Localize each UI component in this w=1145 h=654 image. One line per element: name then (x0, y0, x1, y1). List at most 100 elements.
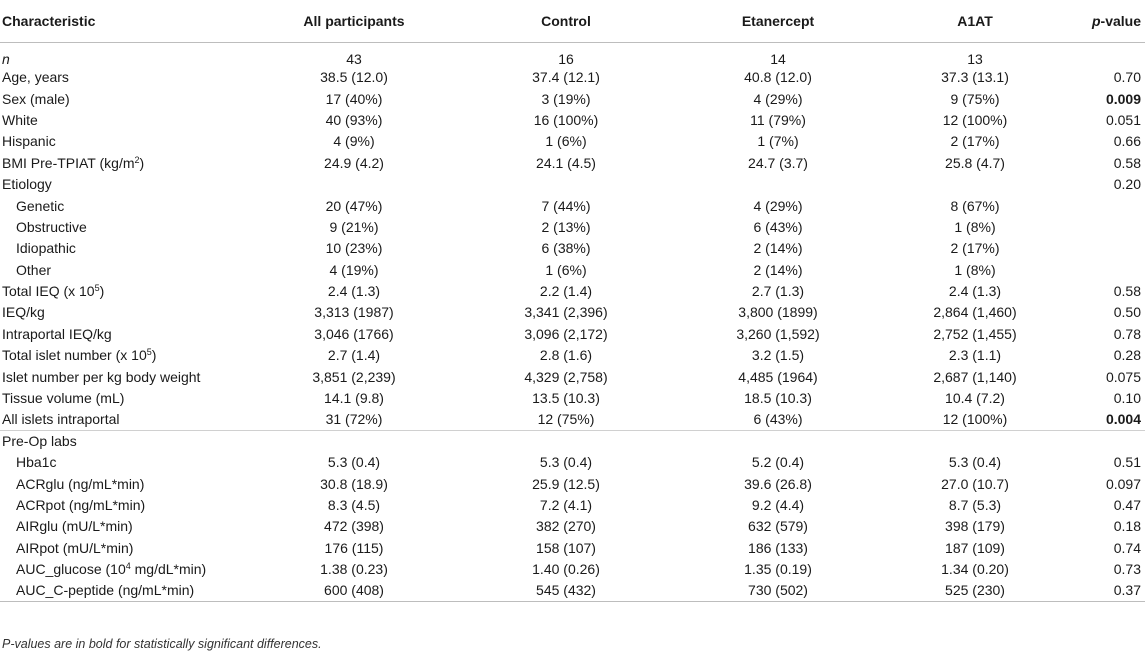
cell-all: 2.7 (1.4) (327, 347, 381, 364)
cell-all: 4 (19%) (329, 261, 379, 278)
cell-pvalue (1066, 259, 1145, 280)
cell-pvalue-significant: 0.009 (1105, 90, 1141, 107)
cell-a1at: 525 (230) (884, 579, 1066, 602)
table-row-other: Other 4 (19%) 1 (6%) 2 (14%) 1 (8%) (0, 259, 1145, 280)
cell-all: 5.3 (0.4) (327, 454, 381, 471)
label-superscript: 5 (146, 347, 152, 358)
cell-control: 158 (107) (536, 539, 596, 556)
cell-etanercept: 3,260 (1,592) (736, 325, 820, 342)
cell-a1at: 8 (67%) (950, 197, 1000, 214)
cell-all: 14.1 (9.8) (324, 390, 384, 407)
cell-a1at: 12 (100%) (942, 411, 1008, 428)
cell-etanercept: 18.5 (10.3) (744, 390, 812, 407)
cell-control: 5.3 (0.4) (539, 454, 593, 471)
cell-control: 1 (6%) (545, 261, 587, 278)
table-row-acrglu: ACRglu (ng/mL*min) 30.8 (18.9) 25.9 (12.… (0, 473, 1145, 494)
cell-control: 25.9 (12.5) (532, 475, 600, 492)
cell-all: 1.38 (0.23) (320, 561, 388, 578)
cell-control: 6 (38%) (541, 240, 591, 257)
table-row-tissue-volume: Tissue volume (mL) 14.1 (9.8) 13.5 (10.3… (0, 387, 1145, 408)
cell-pvalue-significant: 0.004 (1105, 411, 1141, 428)
cell-pvalue: 0.51 (1113, 454, 1141, 471)
cell-etanercept: 11 (79%) (750, 111, 806, 128)
cell-all: 31 (72%) (325, 411, 383, 428)
cell-a1at (884, 429, 1066, 452)
cell-control: 545 (432) (460, 579, 672, 602)
cell-a1at (884, 173, 1066, 194)
cell-a1at: 2.4 (1.3) (948, 283, 1002, 300)
cell-etanercept: 4 (29%) (753, 90, 803, 107)
cell-control: 7 (44%) (541, 197, 591, 214)
pvalue-rest: -value (1100, 12, 1141, 29)
row-label: Sex (male) (2, 90, 70, 107)
cell-all (248, 173, 460, 194)
cell-control: 1.40 (0.26) (532, 561, 600, 578)
cell-a1at: 5.3 (0.4) (948, 454, 1002, 471)
cell-all: 9 (21%) (329, 218, 379, 235)
pvalue-p: p (1091, 12, 1101, 29)
cell-etanercept: 40.8 (12.0) (744, 69, 812, 86)
cell-all: 40 (93%) (325, 111, 383, 128)
table-row-islet-per-kg: Islet number per kg body weight 3,851 (2… (0, 366, 1145, 387)
table-row-islet-number: Total islet number (x 105) 2.7 (1.4) 2.8… (0, 345, 1145, 366)
cell-a1at: 1 (8%) (954, 261, 996, 278)
header-row: Characteristic All participants Control … (0, 0, 1145, 43)
cell-a1at: 187 (109) (945, 539, 1005, 556)
cell-all (248, 429, 460, 452)
table-row-preop-heading: Pre-Op labs (0, 429, 1145, 452)
cell-etanercept: 4 (29%) (753, 197, 803, 214)
cell-pvalue: 0.78 (1113, 325, 1141, 342)
row-label: BMI Pre-TPIAT (kg/m2) (0, 152, 248, 173)
characteristics-table: Characteristic All participants Control … (0, 0, 1145, 602)
cell-pvalue (1066, 429, 1145, 452)
label-superscript: 2 (134, 154, 140, 165)
label-text-end: ) (99, 283, 105, 300)
cell-pvalue: 0.37 (1066, 579, 1145, 602)
cell-etanercept: 2 (14%) (753, 240, 803, 257)
row-label: ACRpot (ng/mL*min) (16, 497, 146, 513)
cell-etanercept: 9.2 (4.4) (751, 497, 805, 513)
label-text: AUC_glucose (10 (16, 561, 126, 578)
cell-etanercept: 730 (502) (672, 579, 884, 602)
col-header-characteristic: Characteristic (0, 0, 248, 43)
row-label: Etiology (2, 176, 52, 193)
col-header-a1at: A1AT (884, 0, 1066, 43)
cell-pvalue: 0.50 (1113, 304, 1141, 321)
cell-a1at: 1 (8%) (954, 218, 996, 235)
row-label: Tissue volume (mL) (2, 390, 125, 407)
cell-etanercept (672, 429, 884, 452)
table-row-auc-cpeptide: AUC_C-peptide (ng/mL*min) 600 (408) 545 … (0, 579, 1145, 602)
table-row-bmi: BMI Pre-TPIAT (kg/m2) 24.9 (4.2) 24.1 (4… (0, 152, 1145, 173)
row-label: AUC_C-peptide (ng/mL*min) (0, 579, 248, 602)
cell-control (460, 429, 672, 452)
table-row-obstructive: Obstructive 9 (21%) 2 (13%) 6 (43%) 1 (8… (0, 216, 1145, 237)
cell-control: 3,096 (2,172) (524, 325, 608, 342)
cell-a1at: 2 (17%) (950, 240, 1000, 257)
cell-control: 13.5 (10.3) (532, 390, 600, 407)
cell-control: 4,329 (2,758) (524, 368, 608, 385)
table-row-genetic: Genetic 20 (47%) 7 (44%) 4 (29%) 8 (67%) (0, 195, 1145, 216)
row-label: IEQ/kg (2, 304, 45, 321)
row-label: Other (16, 261, 52, 278)
label-text: Total IEQ (x 10 (2, 283, 95, 300)
cell-etanercept: 5.2 (0.4) (751, 454, 805, 471)
label-superscript: 4 (125, 561, 131, 572)
row-label: Age, years (2, 69, 69, 86)
cell-a1at: 2 (17%) (950, 133, 1000, 150)
cell-pvalue: 0.28 (1113, 347, 1141, 364)
cell-control: 2.8 (1.6) (539, 347, 593, 364)
cell-control: 7.2 (4.1) (539, 497, 593, 513)
cell-a1at: 9 (75%) (950, 90, 1000, 107)
table-row-hispanic: Hispanic 4 (9%) 1 (6%) 1 (7%) 2 (17%) 0.… (0, 131, 1145, 152)
cell-control (460, 173, 672, 194)
cell-etanercept: 1 (7%) (757, 133, 799, 150)
cell-pvalue: 0.66 (1113, 133, 1141, 150)
row-label: Intraportal IEQ/kg (2, 325, 112, 342)
row-label: Hba1c (16, 454, 57, 471)
table-row-sex: Sex (male) 17 (40%) 3 (19%) 4 (29%) 9 (7… (0, 88, 1145, 109)
cell-pvalue: 0.075 (1105, 368, 1141, 385)
cell-control: 3,341 (2,396) (524, 304, 608, 321)
row-label: AIRpot (mU/L*min) (16, 539, 134, 556)
cell-all: 10 (23%) (325, 240, 383, 257)
